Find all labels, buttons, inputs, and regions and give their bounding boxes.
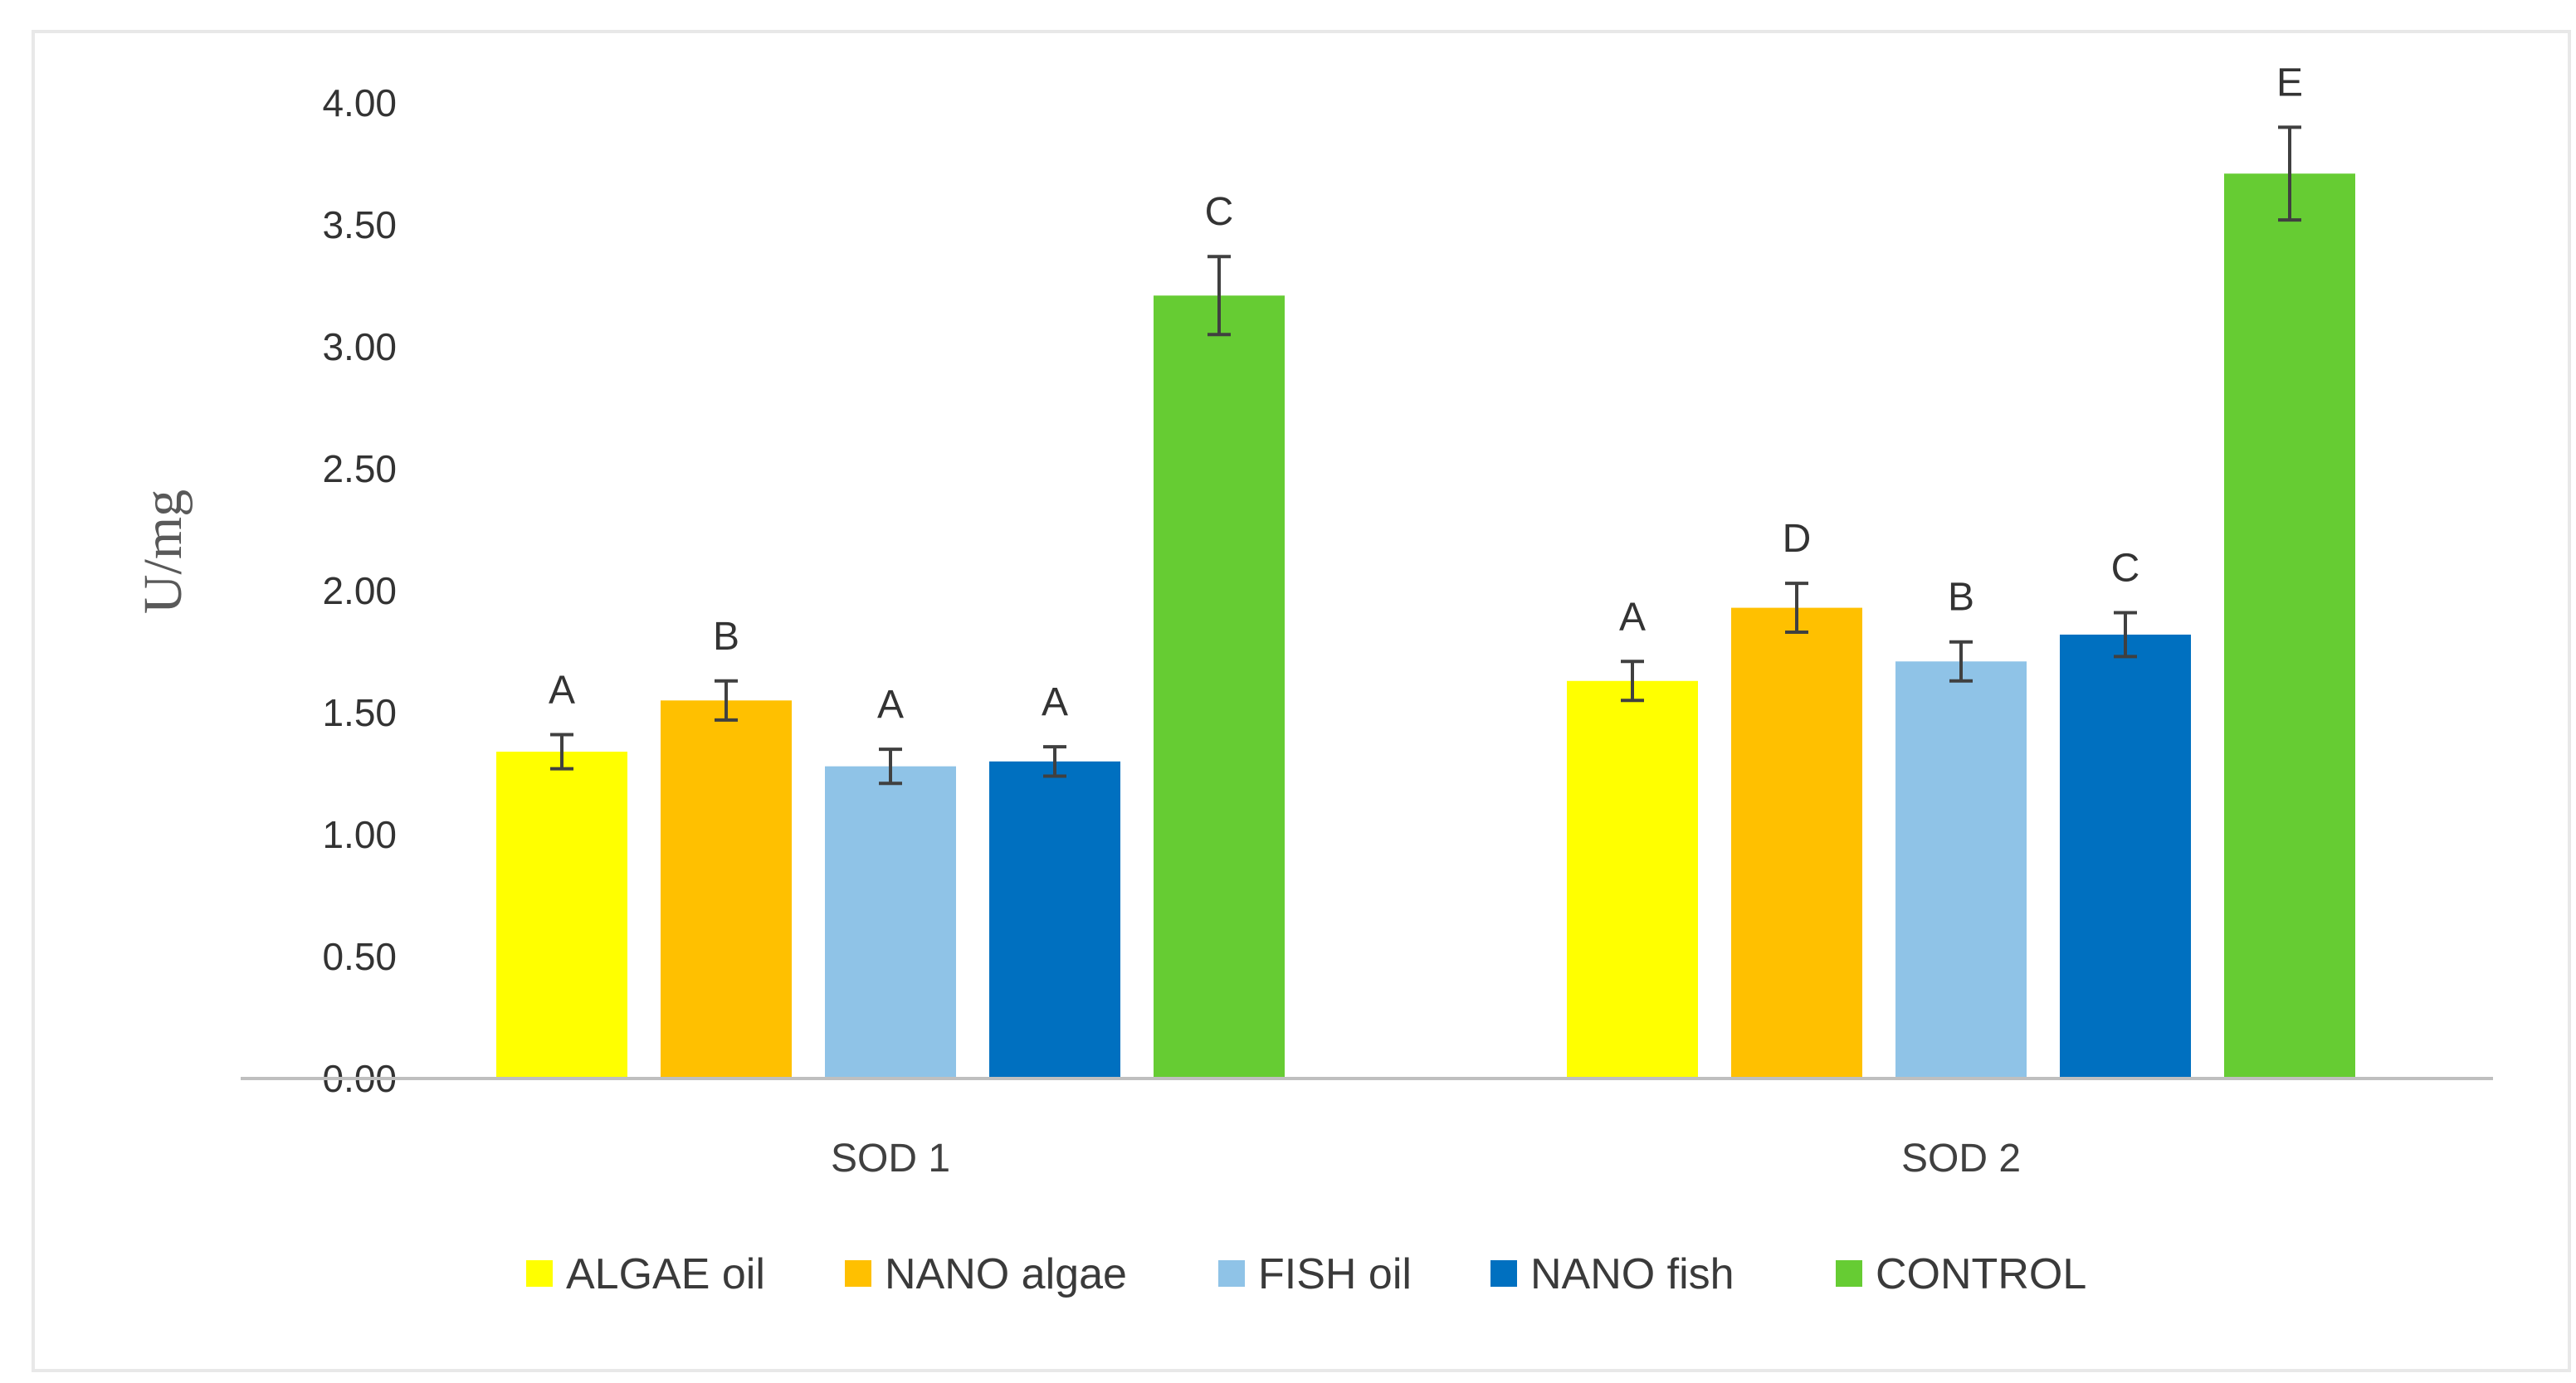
significance-letter: A <box>1042 680 1068 724</box>
bar-sod2-nano-fish <box>2060 634 2191 1079</box>
bar-sod1-fish-oil <box>825 766 956 1079</box>
legend-label: FISH oil <box>1258 1250 1412 1298</box>
significance-letter: B <box>713 615 739 659</box>
y-tick-label: 2.50 <box>322 447 397 490</box>
legend-label: NANO fish <box>1530 1250 1734 1298</box>
significance-letter: E <box>2276 61 2303 105</box>
legend-swatch <box>1836 1260 1862 1287</box>
legend-swatch <box>526 1260 553 1287</box>
significance-letter: A <box>549 668 575 712</box>
bar-sod1-nano-fish <box>989 761 1120 1079</box>
y-tick-label: 3.50 <box>322 203 397 246</box>
significance-letter: C <box>1205 190 1234 234</box>
bar-sod2-fish-oil <box>1895 661 2027 1079</box>
y-tick-label: 4.00 <box>322 81 397 124</box>
error-bars-group <box>550 125 2301 786</box>
bar-sod1-nano-algae <box>661 700 792 1079</box>
legend-swatch <box>1218 1260 1245 1287</box>
legend-label: NANO algae <box>885 1250 1127 1298</box>
legend-swatch <box>845 1260 871 1287</box>
y-tick-label: 2.00 <box>322 569 397 612</box>
significance-labels-group: A B A A C A D B C E <box>549 61 2303 727</box>
bars-group <box>496 173 2355 1079</box>
significance-letter: B <box>1948 576 1974 620</box>
y-axis-label: U/mg <box>133 489 193 614</box>
category-labels-group: SOD 1 SOD 2 <box>831 1137 2021 1181</box>
x-category-label: SOD 1 <box>831 1137 950 1181</box>
significance-letter: A <box>877 683 904 727</box>
x-category-label: SOD 2 <box>1901 1137 2021 1181</box>
significance-letter: D <box>1783 517 1812 561</box>
bar-sod1-control <box>1154 295 1285 1079</box>
y-tick-label: 1.00 <box>322 813 397 856</box>
y-tick-label: 0.50 <box>322 935 397 978</box>
legend-label: ALGAE oil <box>566 1250 765 1298</box>
significance-letter: C <box>2111 546 2140 590</box>
bar-sod2-nano-algae <box>1731 607 1862 1079</box>
bar-sod1-algae-oil <box>496 752 627 1079</box>
legend-label: CONTROL <box>1876 1250 2086 1298</box>
legend-swatch <box>1490 1260 1517 1287</box>
y-tick-label: 3.00 <box>322 325 397 368</box>
y-axis-ticks: 0.000.501.001.502.002.503.003.504.00 <box>322 81 397 1100</box>
y-tick-label: 1.50 <box>322 691 397 734</box>
legend: ALGAE oil NANO algae FISH oil NANO fish CONT… <box>526 1250 2086 1298</box>
significance-letter: A <box>1619 595 1646 639</box>
bar-sod2-control <box>2224 173 2355 1079</box>
bar-sod2-algae-oil <box>1567 680 1698 1079</box>
